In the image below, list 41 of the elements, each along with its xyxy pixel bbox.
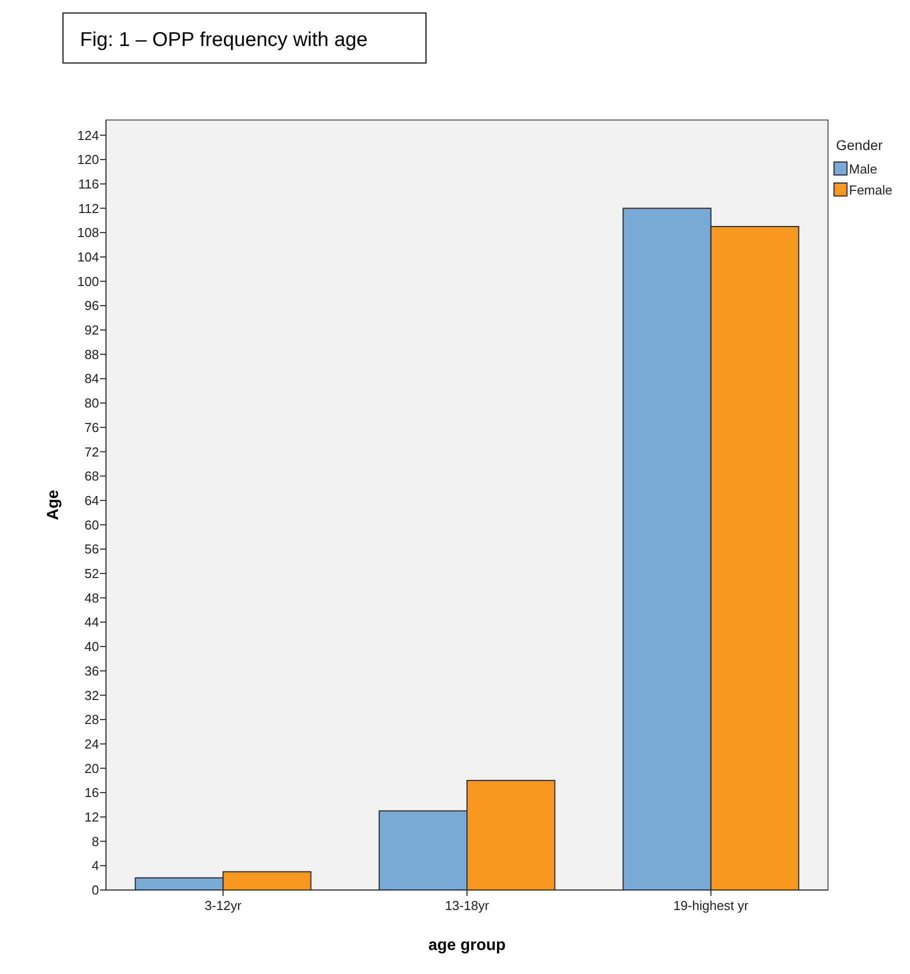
y-tick-label: 88: [84, 346, 99, 362]
y-tick-label: 48: [84, 590, 99, 606]
y-tick-label: 112: [78, 200, 99, 216]
y-tick-label: 44: [84, 614, 99, 630]
y-tick-label: 64: [84, 492, 99, 508]
y-tick-label: 4: [92, 858, 99, 874]
y-tick-label: 24: [84, 736, 99, 752]
y-tick-label: 120: [77, 152, 99, 168]
y-tick-label: 52: [84, 566, 99, 582]
x-tick-label: 13-18yr: [444, 898, 490, 913]
y-tick-label: 36: [84, 663, 99, 678]
legend-label: Female: [849, 182, 892, 198]
y-tick-label: 28: [84, 712, 99, 728]
y-tick-label: 80: [84, 396, 99, 411]
legend-label: Male: [849, 162, 878, 177]
y-tick-label: 116: [78, 176, 99, 192]
y-tick-label: 92: [84, 322, 99, 338]
y-axis-title: Age: [45, 490, 62, 520]
y-tick-label: 12: [84, 810, 99, 825]
y-tick-label: 60: [84, 517, 99, 532]
chart-title: Fig: 1 – OPP frequency with age: [80, 29, 368, 51]
y-tick-label: 100: [77, 274, 99, 289]
y-tick-label: 84: [84, 371, 99, 386]
y-tick-label: 56: [84, 542, 99, 557]
y-tick-label: 108: [77, 225, 99, 240]
x-tick-label: 19-highest yr: [673, 898, 750, 913]
y-tick-label: 20: [84, 760, 99, 776]
y-tick-label: 8: [92, 834, 99, 849]
y-tick-label: 40: [84, 639, 99, 654]
y-tick-label: 104: [77, 250, 99, 265]
y-tick-label: 96: [84, 298, 99, 314]
y-tick-label: 32: [84, 688, 99, 703]
x-axis-title: age group: [428, 937, 506, 954]
legend-title: Gender: [836, 137, 884, 153]
y-tick-label: 0: [92, 882, 99, 898]
y-tick-label: 72: [84, 444, 99, 460]
y-tick-label: 76: [84, 420, 99, 435]
x-tick-label: 3-12yr: [204, 898, 242, 913]
y-tick-label: 124: [77, 128, 99, 143]
y-tick-label: 16: [84, 785, 99, 800]
y-tick-label: 68: [84, 468, 99, 484]
